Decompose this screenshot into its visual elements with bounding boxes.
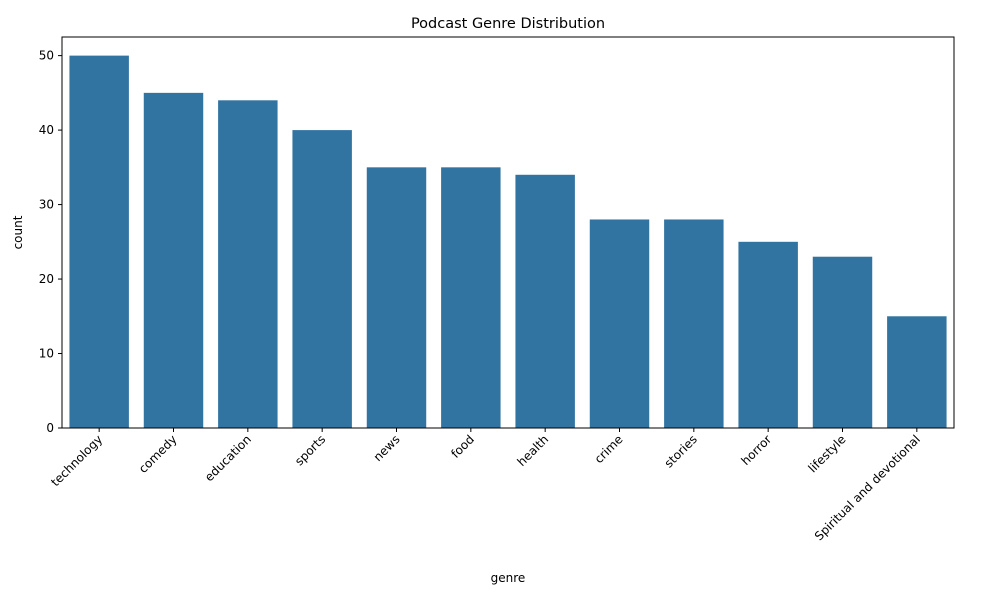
y-tick-label: 30	[39, 198, 54, 212]
y-tick-label: 40	[39, 123, 54, 137]
bar-lifestyle	[812, 256, 873, 428]
bars-group	[69, 55, 947, 429]
bar-sports	[292, 130, 352, 428]
x-axis-label: genre	[491, 571, 526, 585]
bar-stories	[664, 219, 724, 428]
bar-education	[218, 100, 278, 429]
bar-technology	[69, 55, 129, 428]
y-tick-label: 0	[46, 421, 54, 435]
y-tick-label: 50	[39, 49, 54, 63]
y-axis-label: count	[11, 215, 25, 249]
y-tick-label: 10	[39, 347, 54, 361]
bar-crime	[589, 219, 650, 428]
bar-news	[366, 167, 427, 429]
bar-food	[441, 167, 501, 429]
bar-horror	[738, 241, 798, 428]
plot-frame	[61, 36, 955, 429]
bar-comedy	[143, 92, 204, 428]
y-tick-label: 20	[39, 272, 54, 286]
y-axis: 0 10 20 30 40 50	[39, 49, 62, 435]
bar-spiritual-and-devotional	[887, 316, 947, 428]
bar-health	[515, 174, 575, 428]
chart-title: Podcast Genre Distribution	[411, 16, 605, 32]
